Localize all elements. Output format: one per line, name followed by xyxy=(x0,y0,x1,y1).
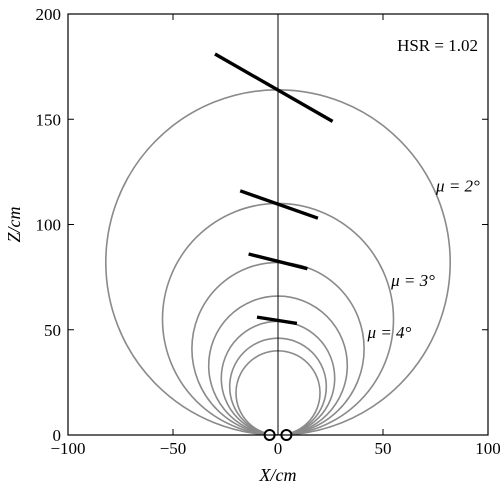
y-tick-label: 50 xyxy=(44,321,61,340)
y-axis-title: Z/cm xyxy=(4,206,24,242)
x-tick-label: 0 xyxy=(274,439,283,458)
y-tick-label: 200 xyxy=(36,5,62,24)
y-tick-label: 150 xyxy=(36,110,62,129)
circle-label-2: μ = 3° xyxy=(390,271,435,290)
circle-label-3: μ = 4° xyxy=(367,323,412,342)
circle-label-1: μ = 2° xyxy=(435,176,480,195)
y-tick-label: 100 xyxy=(36,216,62,235)
x-tick-label: 50 xyxy=(375,439,392,458)
x-axis-title: X/cm xyxy=(259,465,297,485)
hsr-annotation: HSR = 1.02 xyxy=(397,36,478,55)
segment-2 xyxy=(240,191,318,218)
x-tick-label: −50 xyxy=(160,439,187,458)
y-tick-label: 0 xyxy=(53,426,62,445)
x-tick-label: 100 xyxy=(475,439,500,458)
segment-1 xyxy=(215,54,333,121)
